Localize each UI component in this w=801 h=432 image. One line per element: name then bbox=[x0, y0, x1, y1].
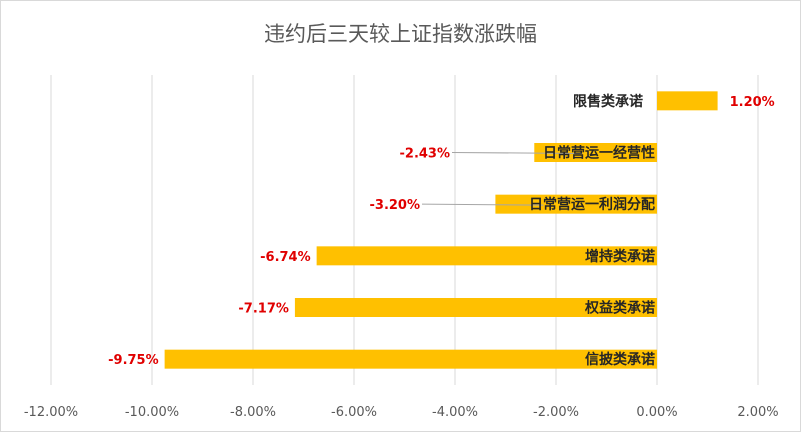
data-label: -9.75% bbox=[108, 353, 159, 368]
bar bbox=[294, 298, 657, 317]
data-label: 1.20% bbox=[730, 95, 775, 110]
x-tick-label: -8.00% bbox=[230, 405, 276, 420]
x-tick-label: 2.00% bbox=[737, 405, 778, 420]
leader-line bbox=[421, 203, 544, 206]
category-label: 增持类承诺 bbox=[585, 248, 655, 265]
category-label: 限售类承诺 bbox=[573, 93, 643, 110]
category-label: 信披类承诺 bbox=[585, 351, 655, 368]
x-tick-label: 0.00% bbox=[636, 405, 677, 420]
data-label: -6.74% bbox=[260, 250, 311, 265]
data-label: -3.20% bbox=[370, 198, 421, 213]
category-label: 日常营运一经营性 bbox=[543, 145, 655, 162]
x-tick-label: -6.00% bbox=[331, 405, 377, 420]
leader-lines bbox=[421, 152, 583, 206]
category-label: 日常营运一利润分配 bbox=[529, 196, 655, 213]
leader-line bbox=[451, 152, 583, 154]
x-tick-label: -10.00% bbox=[125, 405, 179, 420]
bar bbox=[657, 91, 718, 111]
bar bbox=[534, 143, 657, 162]
x-tick-label: -4.00% bbox=[432, 405, 478, 420]
data-label: -2.43% bbox=[400, 147, 451, 162]
chart-title: 违约后三天较上证指数涨跌幅 bbox=[264, 22, 537, 46]
data-label: -7.17% bbox=[238, 302, 289, 317]
bar bbox=[164, 349, 657, 369]
category-label: 权益类承诺 bbox=[584, 300, 655, 317]
bars bbox=[164, 91, 718, 369]
bar bbox=[316, 246, 657, 266]
x-tick-label: -12.00% bbox=[24, 405, 78, 420]
data-labels: 1.20% -2.43% -3.20% -6.74% -7.17% -9.75% bbox=[108, 95, 775, 368]
gridlines bbox=[50, 75, 759, 385]
x-tick-label: -2.00% bbox=[533, 405, 579, 420]
x-axis-tick-labels: -12.00% -10.00% -8.00% -6.00% -4.00% -2.00% 0.… bbox=[24, 405, 779, 420]
bar bbox=[495, 194, 657, 214]
